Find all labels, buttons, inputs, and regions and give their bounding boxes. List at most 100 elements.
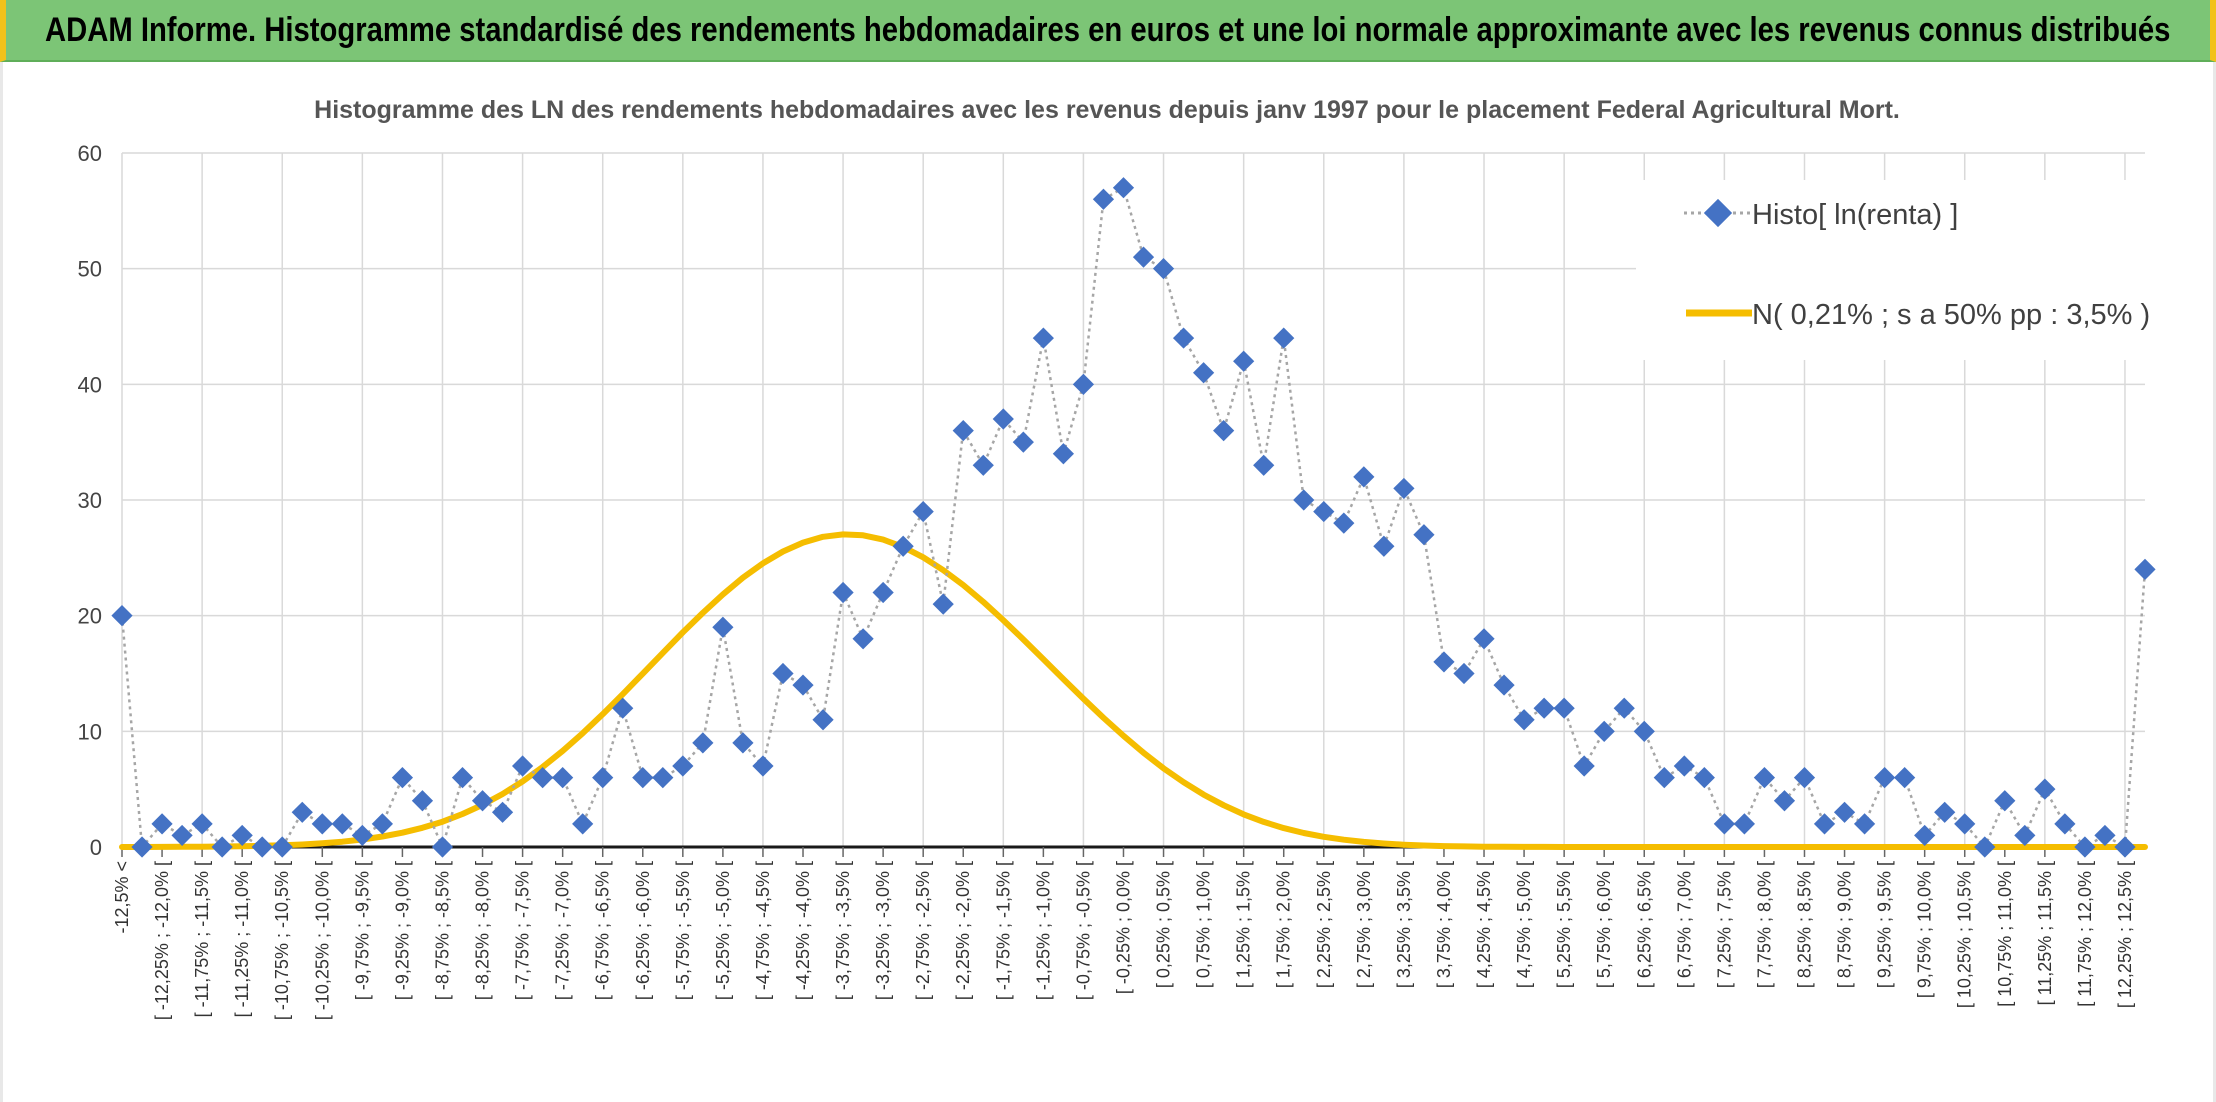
histogram-point <box>1733 813 1756 835</box>
histogram-point <box>1273 327 1295 349</box>
histogram-point <box>912 500 934 523</box>
x-tick-label: [ 3,75% ; 4,0% [ <box>1434 861 1454 988</box>
histogram-point <box>892 535 914 557</box>
histogram-point <box>211 836 233 858</box>
histogram-point <box>411 790 434 812</box>
histogram-point <box>1693 766 1715 789</box>
histogram-point <box>1192 362 1215 384</box>
histogram-point <box>191 813 213 835</box>
y-tick-label: 0 <box>90 835 102 860</box>
histogram-point <box>1613 697 1635 719</box>
histogram-point <box>131 836 153 858</box>
x-tick-label: [ 11,75% ; 12,0% [ <box>2075 861 2095 1007</box>
x-tick-label: [ -0,75% ; -0,5% [ <box>1073 861 1093 1000</box>
legend-histo-marker <box>1703 198 1733 228</box>
legend: Histo[ ln(renta) ] N( 0,21% ; s a 50% pp… <box>1636 180 2156 360</box>
x-tick-label: [ -7,25% ; -7,0% [ <box>553 861 573 1000</box>
histogram-point <box>1253 454 1275 476</box>
histogram-point <box>1593 720 1615 742</box>
histogram-point <box>1914 824 1936 847</box>
histogram-point <box>1213 419 1235 442</box>
histogram-point <box>311 813 333 835</box>
histogram-point <box>1413 524 1435 546</box>
histogram-point <box>612 697 634 719</box>
x-tick-label: [ 7,75% ; 8,0% [ <box>1754 861 1774 988</box>
histogram-point <box>632 766 654 789</box>
histogram-point <box>1172 327 1195 349</box>
histogram-point <box>1793 766 1816 789</box>
histogram-point <box>1052 443 1075 465</box>
histogram-point <box>1453 662 1475 685</box>
histogram-point <box>672 755 694 777</box>
x-tick-label: [ 0,25% ; 0,5% [ <box>1154 861 1174 988</box>
banner-title: ADAM Informe. Histogramme standardisé de… <box>45 10 2171 49</box>
x-tick-label: [ 2,75% ; 3,0% [ <box>1354 861 1374 988</box>
histogram-point <box>491 801 514 823</box>
histogram-point <box>732 732 754 754</box>
histogram-point <box>331 813 353 835</box>
x-tick-label: -12,5% < <box>112 861 132 934</box>
x-tick-label: [ -2,75% ; -2,5% [ <box>913 861 933 1000</box>
histogram-point <box>1493 674 1515 696</box>
histogram-point <box>2014 824 2036 847</box>
histogram-point <box>812 709 834 731</box>
x-tick-label: [ 6,25% ; 6,5% [ <box>1634 861 1654 988</box>
normal-curve-series <box>119 531 2148 850</box>
normal-curve-line <box>119 531 2148 850</box>
histogram-point <box>792 674 814 696</box>
histogram-point <box>972 454 994 476</box>
histogram-point <box>2134 558 2156 581</box>
histogram-point <box>952 419 974 442</box>
histogram-point <box>752 755 774 777</box>
x-tick-label: [ 3,25% ; 3,5% [ <box>1394 861 1414 988</box>
histogram-point <box>932 593 954 615</box>
histogram-point <box>1813 813 1836 835</box>
histogram-point <box>1653 766 1675 789</box>
x-tick-label: [ -10,25% ; -10,0% [ <box>312 861 332 1020</box>
x-tick-label: [ -12,25% ; -12,0% [ <box>152 861 172 1020</box>
histogram-point <box>1152 258 1175 280</box>
x-tick-label: [ 11,25% ; 11,5% [ <box>2035 861 2055 1005</box>
histogram-point <box>2054 813 2076 835</box>
histogram-point <box>171 824 193 847</box>
y-axis: 0 10 20 30 40 50 60 <box>78 141 102 860</box>
histogram-point <box>1833 801 1856 823</box>
x-tick-label: [ -0,25% ; 0,0% [ <box>1113 861 1133 994</box>
chart-title: Histogramme des LN des rendements hebdom… <box>314 96 1900 124</box>
x-tick-label: [ 6,75% ; 7,0% [ <box>1674 861 1694 988</box>
x-tick-label: [ -5,75% ; -5,5% [ <box>673 861 693 1000</box>
x-tick-label: [ -3,75% ; -3,5% [ <box>833 861 853 1000</box>
x-tick-label: [ 0,75% ; 1,0% [ <box>1194 861 1214 988</box>
y-tick-label: 40 <box>78 372 102 397</box>
histogram-point <box>151 813 173 835</box>
histogram-point <box>111 605 133 627</box>
histogram-point <box>431 836 454 858</box>
x-tick-label: [ -1,25% ; -1,0% [ <box>1033 861 1053 1000</box>
x-tick-label: [ -8,25% ; -8,0% [ <box>473 861 493 1000</box>
histogram-point <box>852 628 874 650</box>
histogram-series <box>111 177 2156 858</box>
histogram-point <box>2094 824 2116 847</box>
histogram-point <box>1934 801 1956 823</box>
histogram-point <box>2074 836 2096 858</box>
histogram-point <box>451 766 474 789</box>
histogram-point <box>832 581 854 604</box>
y-tick-label: 20 <box>78 604 102 629</box>
y-tick-label: 30 <box>78 488 102 513</box>
histogram-point <box>1533 697 1555 719</box>
x-tick-label: [ 8,25% ; 8,5% [ <box>1794 861 1814 988</box>
histogram-point <box>1132 246 1155 268</box>
histogram-point <box>1293 489 1315 511</box>
histogram-point <box>532 766 554 789</box>
histogram-point <box>2114 836 2136 858</box>
histogram-point <box>351 824 373 847</box>
histogram-point <box>872 581 894 604</box>
x-tick-label: [ -4,75% ; -4,5% [ <box>753 861 773 1000</box>
x-tick-label: [ -3,25% ; -3,0% [ <box>873 861 893 1000</box>
histogram-point <box>1894 766 1916 789</box>
x-tick-label: [ -10,75% ; -10,5% [ <box>272 861 292 1020</box>
histogram-point <box>1012 431 1034 453</box>
histogram-point <box>1954 813 1976 835</box>
histogram-point <box>251 836 273 858</box>
